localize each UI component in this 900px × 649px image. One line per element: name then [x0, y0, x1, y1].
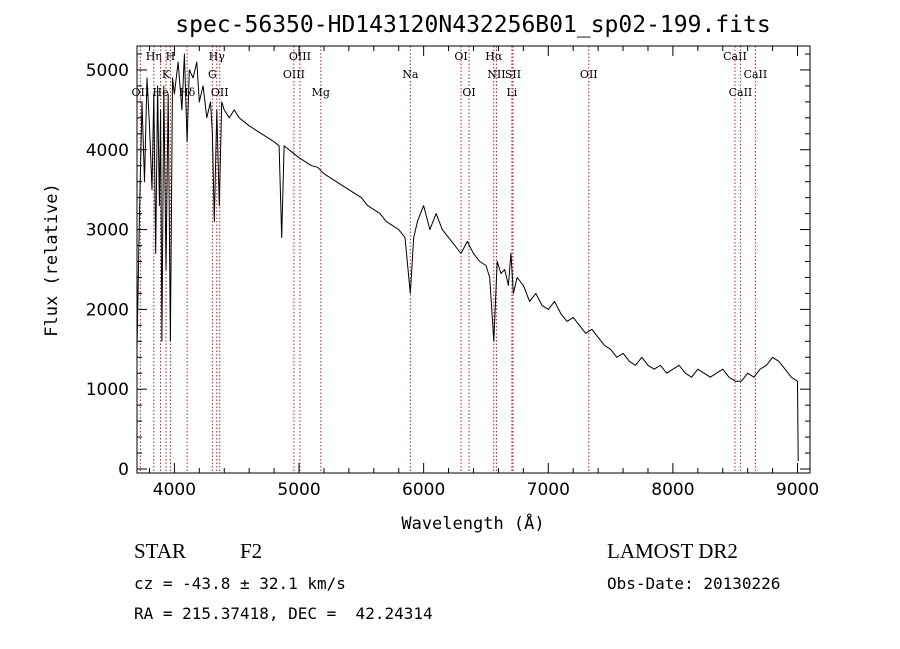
redshift-text: cz = -43.8 ± 32.1 km/s — [134, 574, 346, 593]
spectral-line-label: OI — [462, 86, 475, 99]
y-axis-ticks: 0 1000 2000 3000 4000 5000 — [86, 53, 810, 480]
spectrum-series — [136, 53, 799, 462]
x-tick-label: 7000 — [527, 480, 570, 500]
y-tick-label: 2000 — [86, 300, 129, 320]
spectral-line-markers: Hη OII KH He Hδ Hγ G OII OIII OIII Mg Na OI OI Hα NII SI… — [132, 46, 768, 473]
x-tick-label: 4000 — [153, 480, 196, 500]
spectral-line-label: SII — [505, 68, 521, 81]
y-axis-label: Flux (relative) — [42, 183, 62, 337]
spectral-line-label: Na — [402, 68, 419, 81]
spectral-line-label: CaII — [729, 86, 753, 99]
x-tick-label: 5000 — [277, 480, 320, 500]
x-tick-label: 6000 — [402, 480, 445, 500]
x-axis-label: Wavelength (Å) — [401, 512, 544, 534]
spectral-line-label: G — [208, 68, 217, 81]
spectral-line-label: Hη — [146, 50, 162, 63]
spectral-line-label: CaII — [744, 68, 768, 81]
y-tick-label: 0 — [118, 460, 129, 480]
chart-title: spec-56350-HD143120N432256B01_sp02-199.f… — [175, 12, 770, 38]
y-tick-label: 3000 — [86, 221, 129, 241]
y-tick-label: 5000 — [86, 61, 129, 81]
spectral-line-label: CaII — [723, 50, 747, 63]
subclass: F2 — [240, 539, 263, 563]
spectral-line-label: NII — [487, 68, 505, 81]
spectral-line-label: OII — [580, 68, 598, 81]
spectral-line-label: OIII — [289, 50, 311, 63]
spectral-line-label: Mg — [312, 86, 330, 99]
spectral-line-label: Hα — [485, 50, 503, 63]
spectral-line-label: He — [153, 86, 169, 99]
object-class: STAR — [134, 539, 186, 563]
survey-name: LAMOST DR2 — [607, 539, 738, 563]
spectral-line-label: Li — [506, 86, 517, 99]
spectral-line-label: OII — [211, 86, 229, 99]
plot-frame — [136, 45, 811, 474]
spectral-line-label: OI — [454, 50, 467, 63]
y-tick-label: 1000 — [86, 380, 129, 400]
obs-date-text: Obs-Date: 20130226 — [607, 574, 781, 593]
x-axis-ticks: 4000 5000 6000 7000 8000 9000 — [148, 46, 819, 500]
spectral-line-label: K — [162, 68, 171, 81]
spectral-line-label: OII — [132, 86, 150, 99]
y-tick-label: 4000 — [86, 141, 129, 161]
x-tick-label: 9000 — [776, 480, 819, 500]
x-tick-label: 8000 — [651, 480, 694, 500]
spectral-line-label: Hγ — [209, 50, 226, 63]
spectrum-line — [136, 53, 799, 462]
spectral-line-label: OIII — [283, 68, 305, 81]
spectral-line-label: H — [166, 50, 176, 63]
spectral-line-label: Hδ — [179, 86, 196, 99]
coordinates-text: RA = 215.37418, DEC = 42.24314 — [134, 604, 433, 623]
